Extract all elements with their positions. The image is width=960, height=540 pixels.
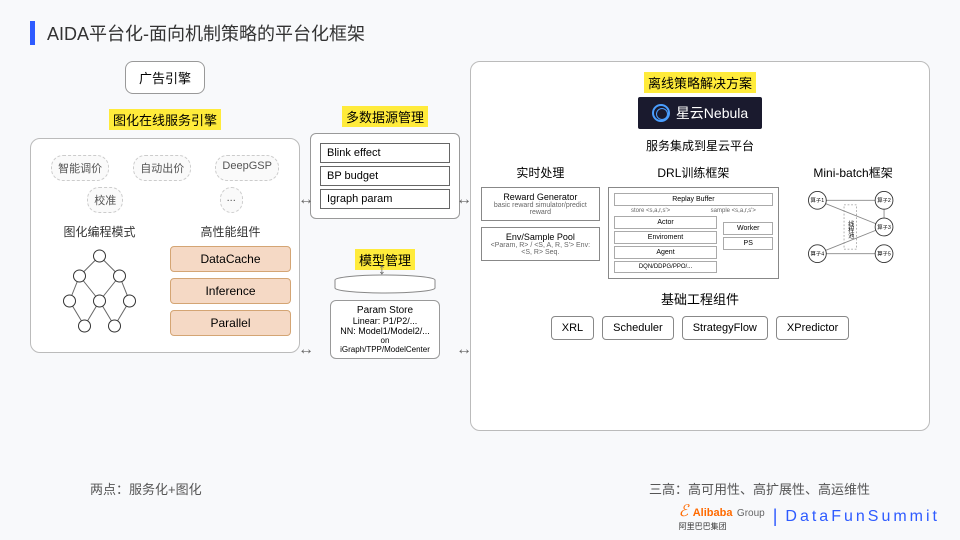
alibaba-logo: ℰ Alibaba Group 阿里巴巴集团 [679, 501, 765, 532]
svg-text:算子2: 算子2 [877, 196, 891, 204]
component-button: DataCache [170, 246, 291, 272]
perf-comp-label: 高性能组件 [170, 223, 291, 240]
arrow-icon: ↔ [298, 191, 314, 209]
cloud-item: 自动出价 [133, 155, 191, 181]
base-component: Scheduler [602, 316, 674, 340]
note-right: 三高：高可用性、高扩展性、高运维性 [649, 479, 870, 498]
datasource-label: 多数据源管理 [342, 106, 428, 127]
nebula-icon [652, 104, 670, 122]
frameworks-row: 实时处理 Reward Generator basic reward simul… [481, 164, 919, 279]
bottom-notes: 两点：服务化+图化 三高：高可用性、高扩展性、高运维性 [30, 479, 930, 498]
minibatch-label: Mini-batch框架 [787, 164, 919, 181]
dag-graph [39, 246, 160, 336]
cloud-item: DeepGSP [215, 155, 279, 181]
svg-text:算子1: 算子1 [811, 196, 825, 204]
cloud-item: ... [220, 187, 243, 213]
base-components-row: XRL Scheduler StrategyFlow XPredictor [481, 316, 919, 340]
cloud-item: 智能调价 [51, 155, 109, 181]
datasource-box: Blink effect BP budget Igraph param [310, 133, 460, 219]
base-component: XRL [551, 316, 594, 340]
svg-text:线程池: 线程池 [847, 220, 854, 239]
service-label: 服务集成到星云平台 [481, 137, 919, 154]
ad-engine-box: 广告引擎 [125, 61, 205, 94]
svg-text:算子3: 算子3 [877, 223, 891, 231]
drl-label: DRL训练框架 [608, 164, 779, 181]
source-item: BP budget [320, 166, 450, 186]
datafun-summit: DataFunSummit [785, 508, 940, 526]
nebula-badge: 星云Nebula [638, 97, 762, 129]
component-button: Parallel [170, 310, 291, 336]
title-bar: AIDA平台化-面向机制策略的平台化框架 [30, 20, 930, 46]
source-item: Blink effect [320, 143, 450, 163]
footer: ℰ Alibaba Group 阿里巴巴集团 | DataFunSummit [679, 501, 940, 532]
engine-box: 智能调价 自动出价 DeepGSP 校准 ... 图化编程模式 高性能组件 Da… [30, 138, 300, 353]
note-left: 两点：服务化+图化 [90, 479, 202, 498]
realtime-label: 实时处理 [481, 164, 600, 181]
arrow-icon: ↕ [378, 261, 386, 279]
source-item: Igraph param [320, 189, 450, 209]
minibatch-graph: 线程池 算子1 算子2 算子3 算子4 算子5 [787, 187, 919, 267]
param-store-box: Param Store Linear: P1/P2/... NN: Model1… [330, 300, 440, 359]
left-panel: 广告引擎 图化在线服务引擎 智能调价 自动出价 DeepGSP 校准 ... 图… [30, 61, 300, 471]
base-eng-label: 基础工程组件 [481, 289, 919, 308]
component-button: Inference [170, 278, 291, 304]
env-pool-box: Env/Sample Pool <Param, R> / <S, A, R, S… [481, 227, 600, 261]
offline-solution-label: 离线策略解决方案 [644, 72, 756, 93]
drl-framework-box: Replay Buffer store <s,a,r,s'> sample <s… [608, 187, 779, 279]
base-component: StrategyFlow [682, 316, 768, 340]
title-accent [30, 21, 35, 45]
cloud-item: 校准 [87, 187, 123, 213]
svg-text:算子4: 算子4 [811, 249, 825, 257]
arrow-icon: ↔ [298, 341, 314, 359]
slide-title: AIDA平台化-面向机制策略的平台化框架 [47, 20, 365, 46]
right-panel: 离线策略解决方案 星云Nebula 服务集成到星云平台 实时处理 Reward … [470, 61, 930, 471]
svg-text:算子5: 算子5 [877, 249, 891, 257]
mid-panel: 多数据源管理 Blink effect BP budget Igraph par… [310, 61, 460, 471]
divider: | [773, 506, 778, 527]
graph-mode-label: 图化编程模式 [39, 223, 160, 240]
base-component: XPredictor [776, 316, 849, 340]
engine-label: 图化在线服务引擎 [109, 109, 221, 130]
content-area: 广告引擎 图化在线服务引擎 智能调价 自动出价 DeepGSP 校准 ... 图… [30, 61, 930, 471]
reward-gen-box: Reward Generator basic reward simulator/… [481, 187, 600, 221]
